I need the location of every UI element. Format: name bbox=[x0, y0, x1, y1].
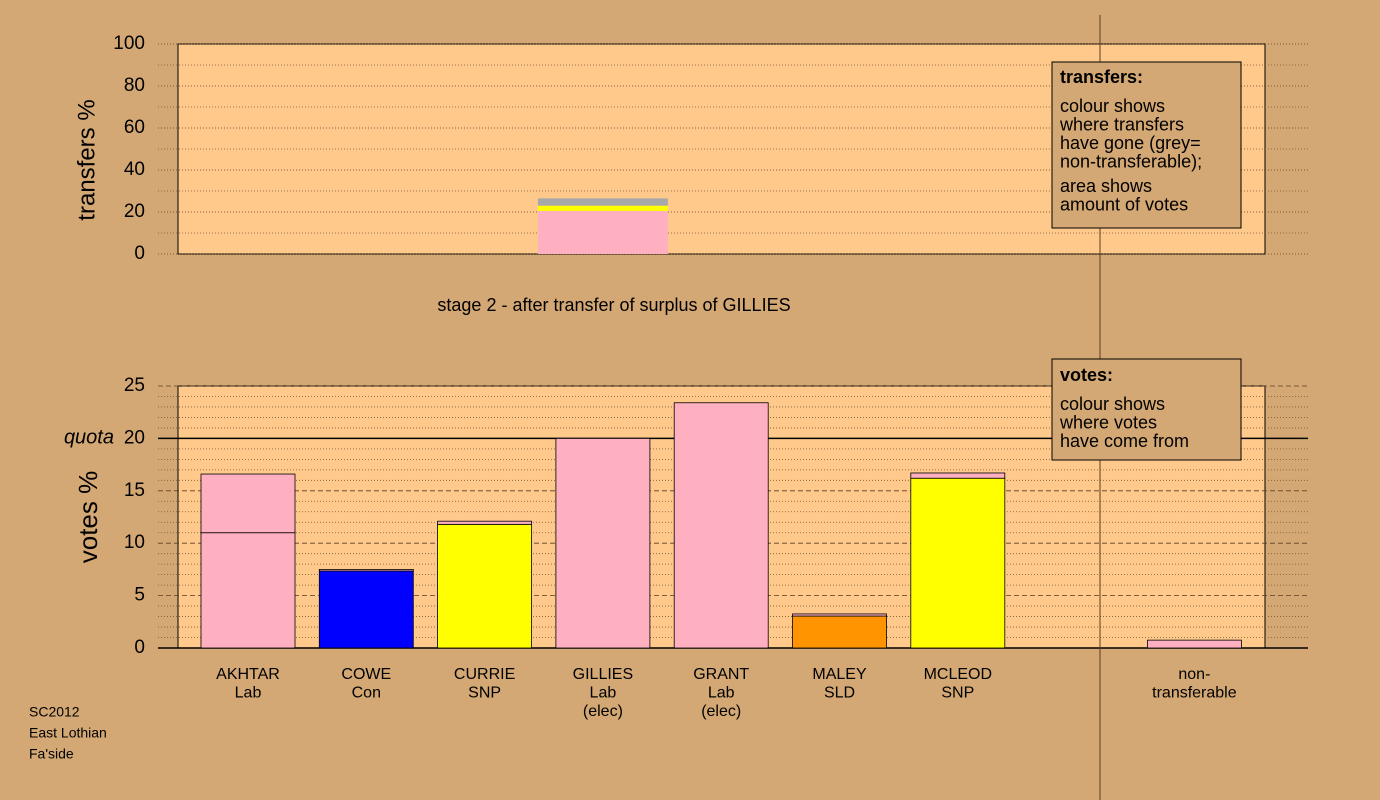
y-tick-label: 100 bbox=[113, 33, 145, 54]
x-tick-label: transferable bbox=[1152, 685, 1237, 702]
x-tick-label: GRANT bbox=[693, 666, 749, 683]
y-tick-label: 80 bbox=[124, 75, 145, 96]
x-tick-label: SNP bbox=[468, 685, 501, 702]
bar-segment bbox=[537, 210, 668, 254]
bar-segment bbox=[555, 437, 651, 649]
y-tick-label: 15 bbox=[124, 480, 145, 501]
footer-text: East Lothian bbox=[29, 725, 107, 741]
y-axis-label: transfers % bbox=[73, 99, 100, 220]
y-tick-label: 20 bbox=[124, 201, 145, 222]
bar-segment bbox=[910, 472, 1006, 479]
y-tick-label: 0 bbox=[134, 637, 145, 658]
x-tick-label: MCLEOD bbox=[924, 666, 992, 683]
x-tick-label: Lab bbox=[590, 685, 617, 702]
legend-text: non-transferable); bbox=[1060, 151, 1202, 171]
legend-box bbox=[1051, 61, 1242, 229]
legend-text: amount of votes bbox=[1060, 194, 1188, 214]
legend-text: where transfers bbox=[1059, 114, 1184, 134]
quota-label: quota bbox=[64, 427, 114, 449]
bar-segment bbox=[910, 477, 1006, 649]
x-tick-label: GILLIES bbox=[573, 666, 633, 683]
legend-title: transfers: bbox=[1060, 67, 1143, 87]
x-tick-label: Con bbox=[352, 685, 381, 702]
bar-segment bbox=[673, 402, 769, 649]
chart-title: stage 2 - after transfer of surplus of G… bbox=[437, 295, 790, 315]
bar-segment bbox=[792, 615, 887, 649]
legend-text: where votes bbox=[1059, 412, 1157, 432]
bar-segment bbox=[318, 570, 414, 649]
x-tick-label: SLD bbox=[824, 685, 855, 702]
x-tick-label: MALEY bbox=[812, 666, 867, 683]
legend-title: votes: bbox=[1060, 365, 1113, 385]
y-tick-label: 25 bbox=[124, 375, 145, 396]
bar-segment bbox=[437, 523, 533, 649]
x-tick-label: (elec) bbox=[701, 703, 741, 720]
legend-text: colour shows bbox=[1060, 96, 1165, 116]
legend-text: have come from bbox=[1060, 431, 1189, 451]
legend-box bbox=[1051, 358, 1242, 461]
bar-segment bbox=[1147, 639, 1242, 649]
x-tick-label: CURRIE bbox=[454, 666, 515, 683]
bar-segment bbox=[537, 205, 668, 211]
y-tick-label: 5 bbox=[134, 585, 145, 606]
x-tick-label: Lab bbox=[708, 685, 735, 702]
bar-segment bbox=[437, 520, 533, 525]
bar-segment bbox=[792, 613, 887, 617]
x-tick-label: AKHTAR bbox=[216, 666, 280, 683]
y-tick-label: 10 bbox=[124, 532, 145, 553]
bar-segment bbox=[200, 532, 296, 649]
legend-text: have gone (grey= bbox=[1060, 133, 1201, 153]
y-tick-label: 60 bbox=[124, 117, 145, 138]
x-tick-label: SNP bbox=[941, 685, 974, 702]
y-axis-label: votes % bbox=[73, 471, 103, 564]
bar-segment bbox=[537, 198, 668, 206]
x-tick-label: non- bbox=[1178, 666, 1210, 683]
x-tick-label: COWE bbox=[341, 666, 391, 683]
bar-segment bbox=[200, 473, 296, 534]
x-tick-label: (elec) bbox=[583, 703, 623, 720]
legend-text: area shows bbox=[1060, 176, 1152, 196]
y-tick-label: 20 bbox=[124, 427, 145, 448]
y-tick-label: 0 bbox=[134, 243, 145, 264]
legend-text: colour shows bbox=[1060, 394, 1165, 414]
x-tick-label: Lab bbox=[235, 685, 262, 702]
bar-segment bbox=[318, 569, 414, 572]
footer-text: Fa'side bbox=[29, 746, 74, 762]
y-tick-label: 40 bbox=[124, 159, 145, 180]
footer-text: SC2012 bbox=[29, 704, 80, 720]
